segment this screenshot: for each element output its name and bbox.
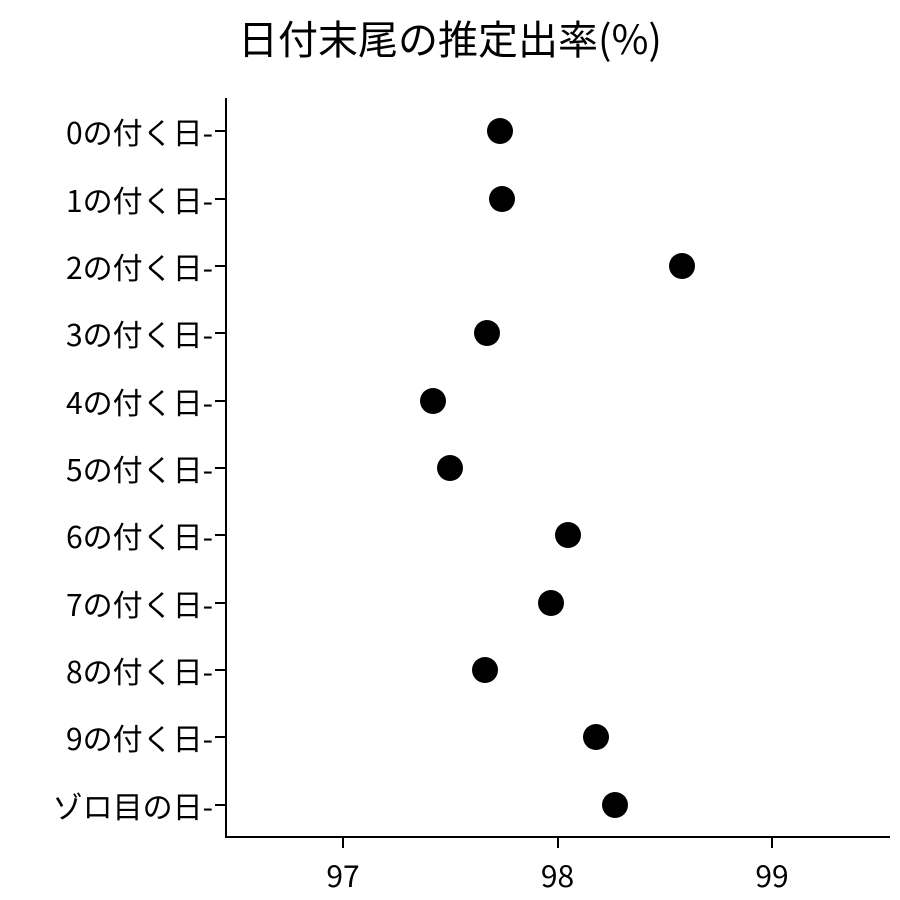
y-tick-label: 7の付く日- bbox=[66, 581, 213, 625]
y-tick-mark bbox=[215, 265, 225, 267]
y-tick-mark bbox=[215, 736, 225, 738]
data-point bbox=[669, 253, 695, 279]
chart-title: 日付末尾の推定出率(%) bbox=[0, 8, 900, 66]
x-tick-mark bbox=[771, 838, 773, 848]
y-tick-label: 2の付く日- bbox=[66, 244, 213, 288]
x-tick-mark bbox=[557, 838, 559, 848]
y-tick-mark bbox=[215, 467, 225, 469]
plot-area bbox=[225, 98, 890, 838]
x-tick-label: 99 bbox=[755, 852, 788, 896]
y-tick-label: 4の付く日- bbox=[66, 379, 213, 423]
y-tick-label: 5の付く日- bbox=[66, 446, 213, 490]
y-tick-mark bbox=[215, 198, 225, 200]
data-point bbox=[555, 522, 581, 548]
y-tick-label: 6の付く日- bbox=[66, 513, 213, 557]
x-tick-mark bbox=[342, 838, 344, 848]
data-point bbox=[437, 455, 463, 481]
x-tick-label: 97 bbox=[326, 852, 359, 896]
data-point bbox=[420, 388, 446, 414]
data-point bbox=[489, 186, 515, 212]
y-tick-mark bbox=[215, 669, 225, 671]
chart-container: 日付末尾の推定出率(%) 0の付く日- 1の付く日- 2の付く日- 3の付く日- 4の付… bbox=[0, 0, 900, 900]
y-tick-mark bbox=[215, 130, 225, 132]
data-point bbox=[602, 792, 628, 818]
y-tick-label: 8の付く日- bbox=[66, 648, 213, 692]
data-point bbox=[583, 724, 609, 750]
y-tick-mark bbox=[215, 804, 225, 806]
y-tick-label: ゾロ目の日- bbox=[53, 783, 213, 827]
x-tick-label: 98 bbox=[541, 852, 574, 896]
y-tick-label: 0の付く日- bbox=[66, 109, 213, 153]
y-tick-mark bbox=[215, 534, 225, 536]
data-point bbox=[487, 118, 513, 144]
y-tick-mark bbox=[215, 400, 225, 402]
data-point bbox=[472, 657, 498, 683]
y-tick-mark bbox=[215, 602, 225, 604]
data-point bbox=[474, 320, 500, 346]
y-tick-label: 9の付く日- bbox=[66, 715, 213, 759]
data-point bbox=[538, 590, 564, 616]
y-tick-mark bbox=[215, 332, 225, 334]
y-tick-label: 3の付く日- bbox=[66, 311, 213, 355]
y-tick-label: 1の付く日- bbox=[66, 177, 213, 221]
